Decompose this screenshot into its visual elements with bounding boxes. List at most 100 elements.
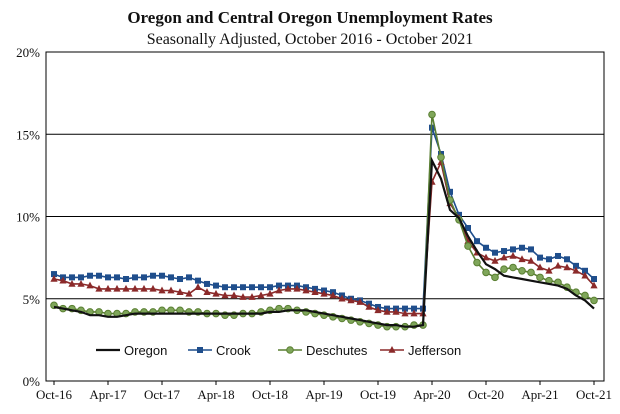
data-point-crook	[267, 284, 273, 291]
data-point-jefferson	[536, 263, 544, 271]
chart-subtitle: Seasonally Adjusted, October 2016 - Octo…	[147, 31, 474, 48]
data-point-jefferson	[266, 289, 274, 297]
data-point-crook	[411, 305, 417, 312]
data-point-deschutes	[527, 268, 535, 277]
data-point-crook	[537, 254, 543, 261]
data-point-crook	[231, 284, 237, 291]
x-tick-label: Oct-21	[576, 387, 612, 402]
data-point-deschutes	[482, 268, 490, 277]
data-point-jefferson	[356, 298, 364, 305]
y-tick-label: 20%	[16, 45, 40, 60]
data-point-jefferson	[167, 286, 175, 294]
x-tick-label: Apr-19	[305, 387, 342, 402]
data-point-jefferson	[500, 253, 508, 261]
data-point-crook	[519, 244, 525, 251]
data-point-jefferson	[122, 284, 130, 292]
data-point-crook	[474, 238, 480, 245]
data-point-crook	[249, 284, 255, 291]
data-point-crook	[402, 305, 408, 312]
data-point-jefferson	[320, 289, 328, 297]
data-point-jefferson	[527, 256, 535, 264]
legend-label-oregon: Oregon	[124, 343, 167, 358]
data-point-crook	[483, 244, 489, 251]
data-point-jefferson	[410, 309, 418, 317]
y-tick-label: 15%	[16, 127, 40, 142]
data-point-jefferson	[311, 288, 319, 295]
data-point-jefferson	[95, 284, 103, 292]
data-point-jefferson	[212, 289, 220, 297]
data-point-crook	[213, 282, 219, 289]
data-point-crook	[546, 256, 552, 263]
y-tick-label: 0%	[23, 374, 41, 389]
legend-label-deschutes: Deschutes	[306, 343, 368, 358]
legend: Oregon Crook Deschutes Jefferson	[96, 343, 461, 358]
data-point-crook	[555, 252, 561, 259]
data-point-deschutes	[464, 242, 472, 250]
data-point-jefferson	[491, 256, 499, 264]
x-tick-label: Oct-17	[144, 387, 181, 402]
x-tick-label: Oct-16	[36, 387, 73, 402]
plot-frame	[45, 51, 605, 382]
data-point-crook	[69, 274, 75, 281]
y-tick-label: 10%	[16, 210, 40, 225]
data-point-jefferson	[545, 266, 553, 274]
data-point-jefferson	[68, 279, 76, 287]
series-crook	[51, 124, 597, 312]
legend-marker-crook	[197, 347, 203, 353]
data-point-jefferson	[176, 288, 184, 295]
legend-label-jefferson: Jefferson	[408, 343, 461, 358]
chart-title: Oregon and Central Oregon Unemployment R…	[127, 8, 493, 27]
y-tick-label: 5%	[23, 292, 41, 307]
data-point-jefferson	[365, 302, 373, 310]
x-tick-label: Apr-20	[413, 387, 450, 402]
data-point-jefferson	[194, 283, 202, 291]
data-point-crook	[177, 276, 183, 283]
data-point-crook	[132, 274, 138, 281]
data-point-crook	[159, 272, 165, 279]
series-oregon	[53, 156, 595, 328]
data-point-crook	[501, 248, 507, 255]
data-point-jefferson	[509, 251, 517, 259]
data-point-deschutes	[428, 110, 436, 119]
x-tick-label: Apr-21	[521, 387, 558, 402]
data-point-jefferson	[338, 294, 346, 302]
data-point-jefferson	[383, 307, 391, 315]
data-point-crook	[150, 272, 156, 279]
data-point-crook	[591, 276, 597, 283]
data-point-crook	[528, 246, 534, 253]
data-point-jefferson	[221, 291, 229, 299]
data-point-jefferson	[86, 281, 94, 289]
data-point-jefferson	[257, 291, 265, 299]
series-jefferson	[50, 158, 598, 317]
data-point-crook	[78, 274, 84, 281]
data-point-deschutes	[437, 153, 445, 162]
axes: 0% 5% 10% 15% 20% Oct-16 Apr-17 Oct-17 Apr-18 Oct…	[16, 45, 612, 402]
legend-item-oregon: Oregon	[96, 343, 167, 358]
data-point-deschutes	[509, 263, 517, 272]
data-point-deschutes	[491, 273, 499, 282]
data-point-jefferson	[554, 261, 562, 269]
data-point-crook	[240, 284, 246, 291]
series-line-crook	[53, 127, 595, 310]
data-point-crook	[186, 274, 192, 281]
data-point-jefferson	[374, 306, 382, 314]
data-point-jefferson	[131, 284, 139, 292]
data-point-deschutes	[473, 258, 481, 267]
x-tick-label: Apr-18	[197, 387, 234, 402]
data-point-deschutes	[500, 265, 508, 273]
data-point-jefferson	[185, 289, 193, 297]
data-point-crook	[564, 256, 570, 263]
series-line-oregon	[53, 156, 595, 328]
data-point-jefferson	[77, 279, 85, 287]
data-point-crook	[258, 284, 264, 291]
legend-marker-jefferson	[388, 346, 396, 353]
data-point-jefferson	[482, 253, 490, 261]
data-point-deschutes	[536, 273, 544, 282]
data-point-jefferson	[149, 284, 157, 292]
data-point-crook	[492, 249, 498, 256]
data-point-crook	[222, 284, 228, 291]
data-point-crook	[204, 280, 210, 287]
data-point-deschutes	[590, 296, 598, 305]
data-point-jefferson	[347, 296, 355, 304]
